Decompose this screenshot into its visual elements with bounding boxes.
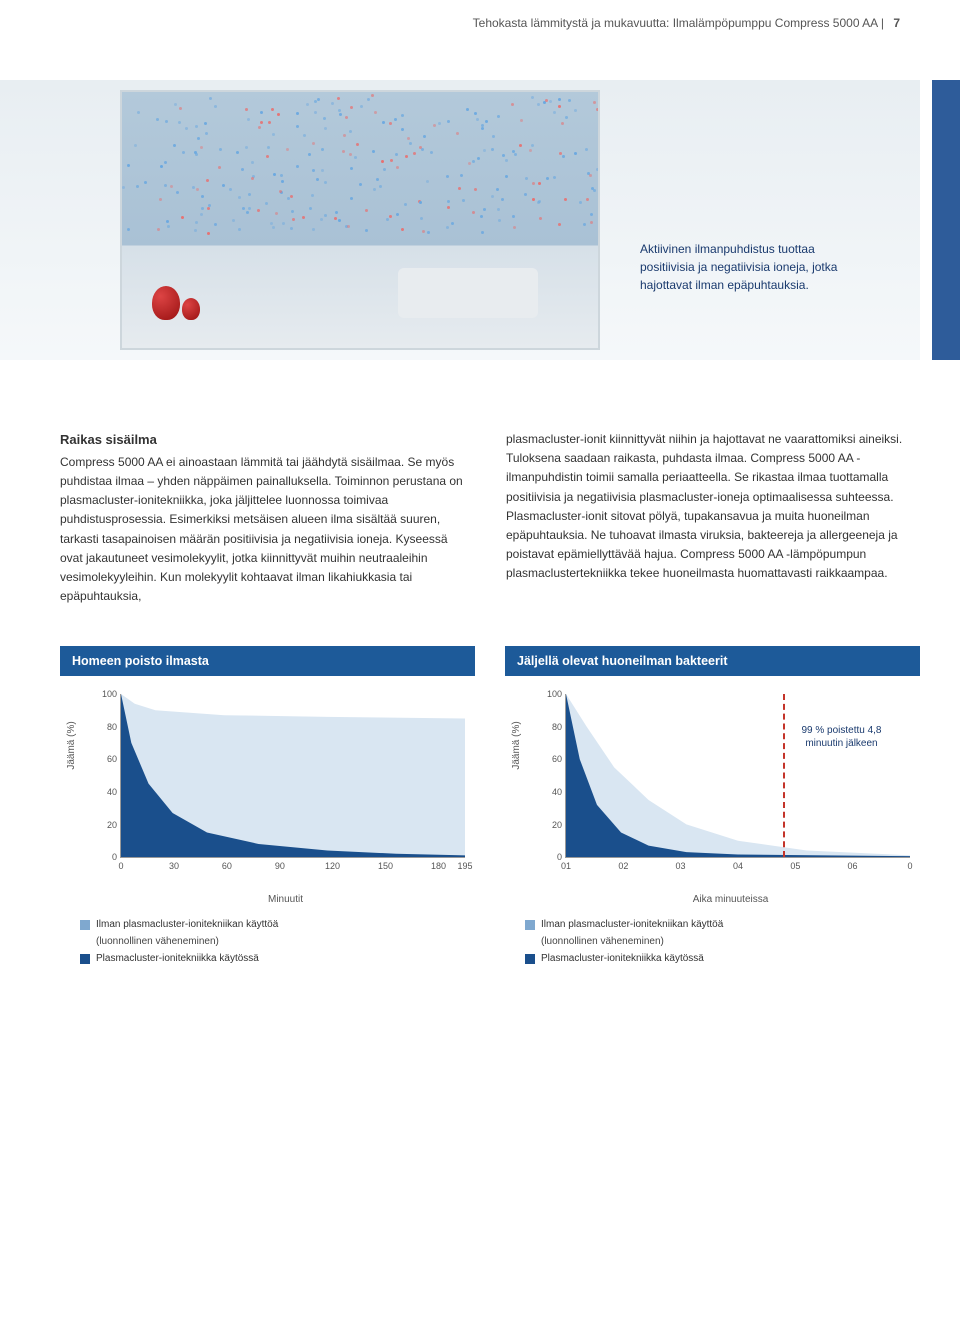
legend-control-note: (luonnollinen väheneminen) <box>96 936 475 947</box>
chart-left-svg <box>121 694 465 857</box>
page-number: 7 <box>893 16 900 30</box>
xtick: 01 <box>561 861 571 871</box>
xtick: 04 <box>733 861 743 871</box>
legend-active-label: Plasmacluster-ionitekniikka käytössä <box>541 953 704 964</box>
vase-small <box>182 298 200 320</box>
chart-right-dashed-marker <box>783 694 785 857</box>
chart-right-annotation: 99 % poistettu 4,8 minuutin jälkeen <box>796 724 886 750</box>
chart-left-xlabel: Minuutit <box>96 894 475 905</box>
ytick: 60 <box>99 754 117 764</box>
chart-left-ylabel: Jäämä (%) <box>66 722 77 770</box>
xtick: 03 <box>676 861 686 871</box>
body-text: Raikas sisäilma Compress 5000 AA ei aino… <box>0 430 960 646</box>
xtick: 90 <box>275 861 285 871</box>
xtick: 60 <box>222 861 232 871</box>
xtick: 180 <box>431 861 446 871</box>
legend-control-label: Ilman plasmacluster-ionitekniikan käyttö… <box>541 919 723 930</box>
xtick: 120 <box>325 861 340 871</box>
legend-control-label: Ilman plasmacluster-ionitekniikan käyttö… <box>96 919 278 930</box>
chart-left-legend: Ilman plasmacluster-ionitekniikan käyttö… <box>80 919 475 964</box>
page: Tehokasta lämmitystä ja mukavuutta: Ilma… <box>0 0 960 1010</box>
ytick: 100 <box>544 689 562 699</box>
chart-left-plot: 0204060801000306090120150180195 <box>120 694 465 858</box>
room-illustration <box>120 90 600 350</box>
legend-active-label: Plasmacluster-ionitekniikka käytössä <box>96 953 259 964</box>
hero-section: Aktiivinen ilmanpuhdistus tuottaa positi… <box>0 40 960 380</box>
ytick: 60 <box>544 754 562 764</box>
legend-swatch-control-icon <box>525 920 535 930</box>
body-left-text: Compress 5000 AA ei ainoastaan lämmitä t… <box>60 455 463 603</box>
xtick: 150 <box>378 861 393 871</box>
xtick: 0 <box>118 861 123 871</box>
divider: | <box>881 16 887 30</box>
ytick: 0 <box>99 852 117 862</box>
legend-row-active: Plasmacluster-ionitekniikka käytössä <box>80 953 475 964</box>
legend-swatch-active-icon <box>80 954 90 964</box>
chart-left: Homeen poisto ilmasta Jäämä (%) 02040608… <box>60 646 475 970</box>
chart-right-legend: Ilman plasmacluster-ionitekniikan käyttö… <box>525 919 920 964</box>
ytick: 80 <box>99 722 117 732</box>
hero-background <box>0 80 920 360</box>
ytick: 40 <box>544 787 562 797</box>
chart-right-ylabel: Jäämä (%) <box>511 722 522 770</box>
header-text: Tehokasta lämmitystä ja mukavuutta: Ilma… <box>473 16 878 30</box>
body-col-left: Raikas sisäilma Compress 5000 AA ei aino… <box>60 430 466 606</box>
ytick: 100 <box>99 689 117 699</box>
legend-row-control: Ilman plasmacluster-ionitekniikan käyttö… <box>80 919 475 930</box>
chart-right: Jäljellä olevat huoneilman bakteerit Jää… <box>505 646 920 970</box>
chart-right-area: Jäämä (%) 99 % poistettu 4,8 minuutin jä… <box>541 694 920 884</box>
legend-row-active: Plasmacluster-ionitekniikka käytössä <box>525 953 920 964</box>
legend-row-control: Ilman plasmacluster-ionitekniikan käyttö… <box>525 919 920 930</box>
hero-caption: Aktiivinen ilmanpuhdistus tuottaa positi… <box>640 240 860 294</box>
body-heading: Raikas sisäilma <box>60 430 466 451</box>
chart-right-title: Jäljellä olevat huoneilman bakteerit <box>505 646 920 676</box>
page-header: Tehokasta lämmitystä ja mukavuutta: Ilma… <box>0 0 960 40</box>
ytick: 20 <box>99 820 117 830</box>
body-right-text: plasmacluster-ionit kiinnittyvät niihin … <box>506 432 902 580</box>
ytick: 0 <box>544 852 562 862</box>
ytick: 40 <box>99 787 117 797</box>
legend-swatch-control-icon <box>80 920 90 930</box>
chart-right-svg <box>566 694 910 857</box>
chart-right-plot: 99 % poistettu 4,8 minuutin jälkeen 0204… <box>565 694 910 858</box>
xtick: 06 <box>848 861 858 871</box>
xtick: 195 <box>457 861 472 871</box>
xtick: 05 <box>790 861 800 871</box>
xtick: 02 <box>618 861 628 871</box>
accent-bar <box>932 80 960 360</box>
sofa-shape <box>398 268 538 318</box>
xtick: 0 <box>907 861 912 871</box>
legend-control-note: (luonnollinen väheneminen) <box>541 936 920 947</box>
ytick: 20 <box>544 820 562 830</box>
charts-row: Homeen poisto ilmasta Jäämä (%) 02040608… <box>0 646 960 1010</box>
ytick: 80 <box>544 722 562 732</box>
body-col-right: plasmacluster-ionit kiinnittyvät niihin … <box>506 430 912 606</box>
chart-right-xlabel: Aika minuuteissa <box>541 894 920 905</box>
xtick: 30 <box>169 861 179 871</box>
chart-left-title: Homeen poisto ilmasta <box>60 646 475 676</box>
legend-swatch-active-icon <box>525 954 535 964</box>
chart-left-area: Jäämä (%) 020406080100030609012015018019… <box>96 694 475 884</box>
vase-large <box>152 286 180 320</box>
